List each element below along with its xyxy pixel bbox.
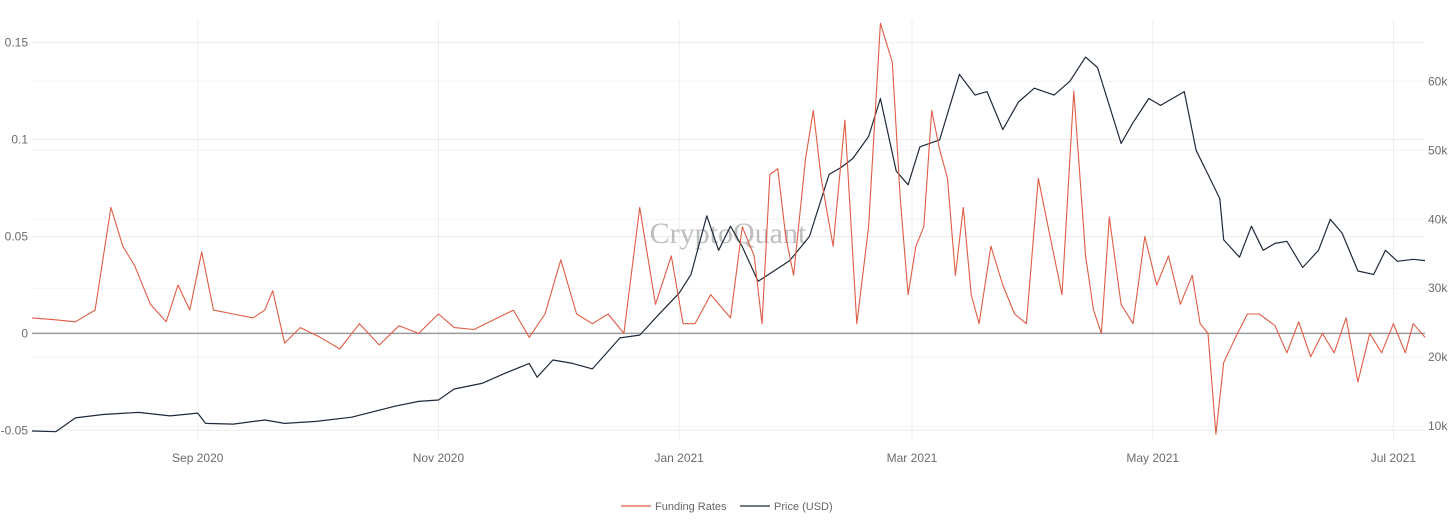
- legend-item-price[interactable]: Price (USD): [740, 501, 833, 513]
- y-right-tick-label: 10k: [1428, 419, 1448, 433]
- y-left-tick-label: -0.05: [1, 423, 29, 437]
- y-left-tick-label: 0.05: [5, 230, 29, 244]
- x-tick-label: Mar 2021: [887, 451, 938, 465]
- y-left-tick-label: 0: [21, 326, 28, 340]
- y-left-tick-label: 0.15: [5, 36, 29, 50]
- x-tick-label: Jan 2021: [654, 451, 704, 465]
- legend-label-price: Price (USD): [774, 501, 833, 513]
- series-lines: [31, 22, 1426, 435]
- y-right-tick-label: 40k: [1428, 212, 1448, 226]
- x-tick-label: Jul 2021: [1371, 451, 1417, 465]
- grid: [32, 20, 1425, 440]
- watermark-text: CryptoQuant: [650, 217, 807, 250]
- y-right-tick-label: 20k: [1428, 350, 1448, 364]
- x-axis-ticks: Sep 2020 Nov 2020 Jan 2021 Mar 2021 May 2021…: [172, 451, 1416, 465]
- y-right-tick-label: 50k: [1428, 143, 1448, 157]
- y-right-tick-label: 60k: [1428, 74, 1448, 88]
- legend-item-funding-rates[interactable]: Funding Rates: [621, 501, 727, 513]
- right-axis-ticks: 10k 20k 30k 40k 50k 60k: [1428, 74, 1448, 433]
- funding-rates-line: [31, 22, 1426, 435]
- x-tick-label: Sep 2020: [172, 451, 224, 465]
- legend: Funding Rates Price (USD): [621, 501, 833, 513]
- legend-label-funding-rates: Funding Rates: [655, 501, 727, 513]
- left-axis-ticks: -0.05 0 0.05 0.1 0.15: [1, 36, 29, 438]
- y-left-tick-label: 0.1: [11, 133, 28, 147]
- y-right-tick-label: 30k: [1428, 281, 1448, 295]
- x-tick-label: Nov 2020: [413, 451, 465, 465]
- x-tick-label: May 2021: [1126, 451, 1179, 465]
